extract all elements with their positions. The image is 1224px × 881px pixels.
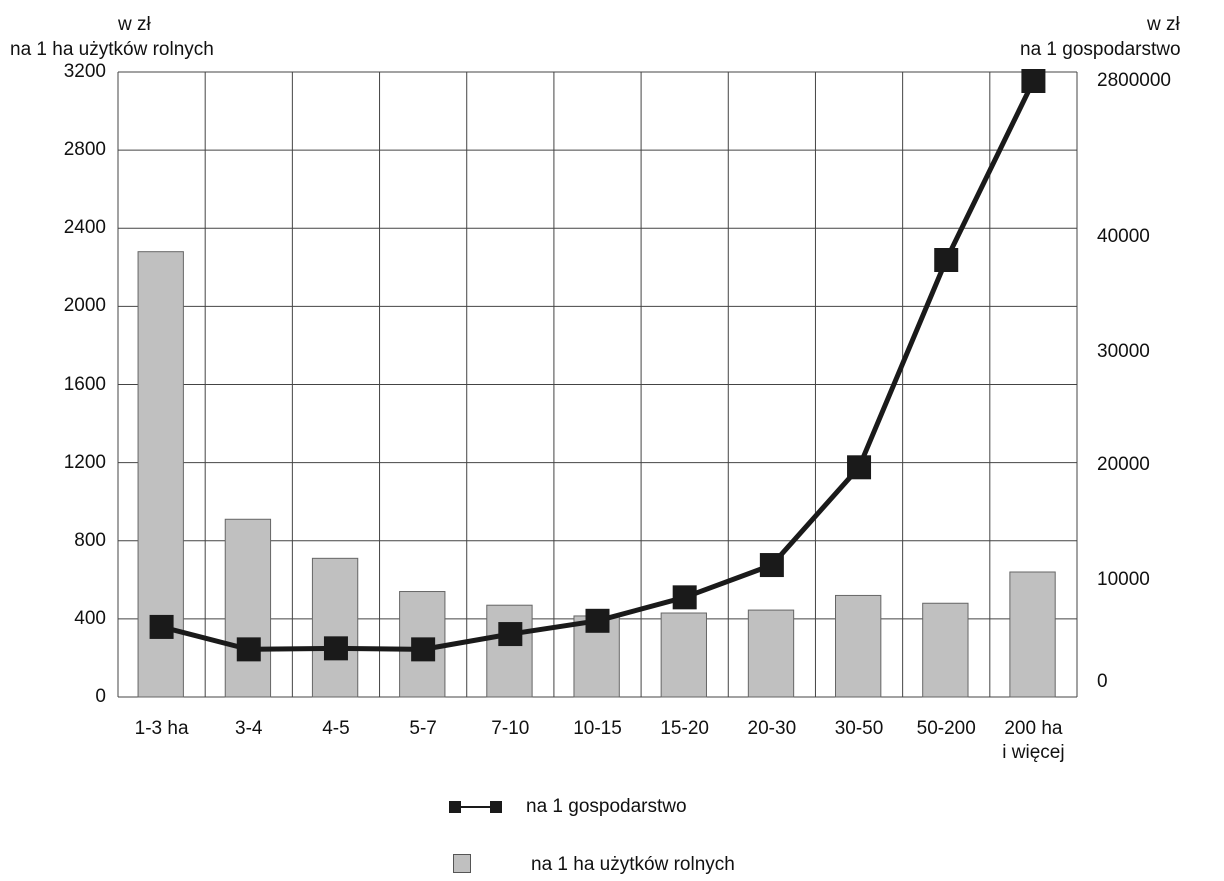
bar xyxy=(747,609,795,698)
line-series xyxy=(149,69,1046,662)
x-tick-label: 30-50 xyxy=(834,718,884,739)
left-tick-label: 400 xyxy=(74,607,106,629)
right-tick-label: 2800000 xyxy=(1097,70,1171,91)
x-tick-label: 10-15 xyxy=(573,718,622,739)
right-tick-label: 0 xyxy=(1097,671,1108,692)
right-axis-label-line2: na 1 gospodarstwo xyxy=(1020,39,1181,60)
right-axis-label-line1: w zł xyxy=(1147,14,1180,35)
left-tick-label: 2400 xyxy=(63,217,106,239)
x-tick-label: 15-20 xyxy=(660,718,709,739)
left-tick-label: 1200 xyxy=(63,451,106,473)
x-tick-label: 3-4 xyxy=(235,718,263,739)
x-tick-label: i więcej xyxy=(1002,742,1065,763)
x-tick-label: 1-3 ha xyxy=(134,718,189,739)
left-axis-label-line2: na 1 ha użytków rolnych xyxy=(10,39,214,60)
x-tick-label: 20-30 xyxy=(747,718,797,739)
right-tick-label: 10000 xyxy=(1097,569,1150,590)
grid xyxy=(117,71,1078,698)
legend-item-line: na 1 gospodarstwo xyxy=(448,796,687,818)
left-tick-label: 2000 xyxy=(63,295,106,317)
left-tick-label: 2800 xyxy=(63,139,106,161)
line-point xyxy=(411,637,436,662)
line-point xyxy=(1021,69,1046,93)
bar xyxy=(486,604,533,698)
line-point xyxy=(585,608,610,633)
bar xyxy=(224,518,272,698)
x-tick-label: 7-10 xyxy=(491,718,530,739)
right-tick-label: 30000 xyxy=(1097,341,1150,362)
x-tick-label: 200 ha xyxy=(1004,718,1063,739)
bar xyxy=(922,602,969,698)
left-tick-label: 0 xyxy=(95,686,106,707)
line-point xyxy=(759,553,784,578)
right-tick-label: 20000 xyxy=(1097,454,1150,475)
bar xyxy=(311,557,359,698)
line-point xyxy=(149,614,174,639)
bar xyxy=(660,612,707,698)
line-point xyxy=(847,455,872,480)
x-tick-label: 5-7 xyxy=(409,718,437,739)
left-tick-label: 1600 xyxy=(63,373,106,395)
legend-item-bar: na 1 ha użytków rolnych xyxy=(453,854,735,876)
legend-bar-swatch xyxy=(453,854,471,873)
line-point xyxy=(498,622,523,647)
bar xyxy=(1009,571,1056,698)
legend-label-line: na 1 gospodarstwo xyxy=(526,796,687,817)
line-point xyxy=(236,637,261,662)
line-point xyxy=(672,585,697,610)
legend-line-marker xyxy=(449,801,502,813)
x-tick-label: 50-200 xyxy=(916,718,976,739)
legend-label-bar: na 1 ha użytków rolnych xyxy=(531,854,735,875)
bar xyxy=(835,594,882,698)
x-tick-label: 4-5 xyxy=(322,718,350,739)
right-tick-label: 40000 xyxy=(1097,226,1150,247)
left-tick-label: 3200 xyxy=(63,61,106,82)
line-point xyxy=(323,636,348,661)
left-axis-label-line1: w zł xyxy=(118,14,151,35)
line-point xyxy=(934,248,959,272)
left-tick-label: 800 xyxy=(74,529,106,551)
